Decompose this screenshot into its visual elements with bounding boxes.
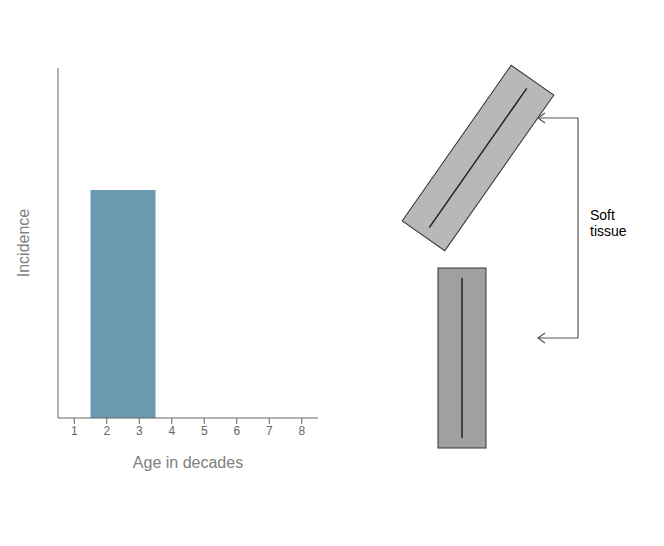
- svg-text:2: 2: [103, 424, 110, 438]
- svg-text:1: 1: [71, 424, 78, 438]
- svg-text:6: 6: [233, 424, 240, 438]
- svg-text:5: 5: [201, 424, 208, 438]
- svg-text:Incidence: Incidence: [15, 209, 32, 278]
- svg-text:Age in decades: Age in decades: [133, 454, 243, 471]
- svg-text:7: 7: [266, 424, 273, 438]
- svg-text:8: 8: [298, 424, 305, 438]
- svg-text:4: 4: [168, 424, 175, 438]
- svg-text:3: 3: [136, 424, 143, 438]
- svg-text:Softtissue: Softtissue: [590, 207, 627, 239]
